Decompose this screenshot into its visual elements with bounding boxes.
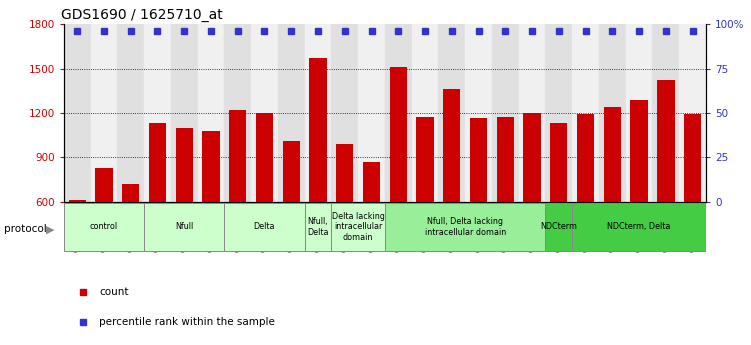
Bar xyxy=(198,24,225,202)
Bar xyxy=(149,124,166,290)
Bar xyxy=(492,24,519,202)
Text: Nfull,
Delta: Nfull, Delta xyxy=(307,217,329,237)
Bar xyxy=(630,100,648,290)
Bar xyxy=(278,24,305,202)
Bar xyxy=(577,114,594,290)
Bar xyxy=(599,24,626,202)
Bar xyxy=(225,24,251,202)
Text: Nfull: Nfull xyxy=(175,222,193,231)
Text: Nfull, Delta lacking
intracellular domain: Nfull, Delta lacking intracellular domai… xyxy=(424,217,505,237)
Bar xyxy=(604,107,621,290)
Bar xyxy=(282,141,300,290)
Bar xyxy=(331,24,358,202)
Bar xyxy=(523,113,541,290)
Bar xyxy=(679,24,706,202)
Bar xyxy=(331,203,385,251)
Text: NDCterm, Delta: NDCterm, Delta xyxy=(608,222,671,231)
Bar xyxy=(684,115,701,290)
Bar xyxy=(443,89,460,290)
Text: protocol: protocol xyxy=(4,225,47,234)
Bar xyxy=(202,131,220,290)
Bar xyxy=(545,24,572,202)
Text: percentile rank within the sample: percentile rank within the sample xyxy=(99,317,275,327)
Bar xyxy=(229,110,246,290)
Bar xyxy=(305,203,331,251)
Bar xyxy=(64,203,144,251)
Bar xyxy=(550,124,568,290)
Text: Delta lacking
intracellular
domain: Delta lacking intracellular domain xyxy=(332,212,385,242)
Bar xyxy=(144,203,225,251)
Bar xyxy=(251,24,278,202)
Bar xyxy=(68,200,86,290)
Bar xyxy=(144,24,170,202)
Text: control: control xyxy=(90,222,118,231)
Bar xyxy=(385,24,412,202)
Text: NDCterm: NDCterm xyxy=(540,222,578,231)
Bar xyxy=(336,144,354,290)
Bar xyxy=(171,24,198,202)
Text: GDS1690 / 1625710_at: GDS1690 / 1625710_at xyxy=(61,8,222,22)
Bar xyxy=(470,118,487,290)
Bar xyxy=(309,58,327,290)
Bar xyxy=(385,203,545,251)
Bar xyxy=(363,162,380,290)
Text: ▶: ▶ xyxy=(46,225,54,234)
Bar xyxy=(439,24,465,202)
Text: count: count xyxy=(99,287,128,297)
Bar xyxy=(256,113,273,290)
Bar xyxy=(657,80,674,290)
Bar xyxy=(176,128,193,290)
Bar xyxy=(572,24,599,202)
Bar xyxy=(95,168,113,290)
Bar xyxy=(519,24,545,202)
Bar xyxy=(496,117,514,290)
Bar xyxy=(122,184,140,290)
Bar xyxy=(465,24,492,202)
Bar xyxy=(358,24,385,202)
Bar xyxy=(305,24,331,202)
Bar xyxy=(653,24,679,202)
Bar xyxy=(390,67,407,290)
Bar xyxy=(416,117,434,290)
Bar xyxy=(572,203,706,251)
Bar xyxy=(117,24,144,202)
Bar xyxy=(626,24,653,202)
Bar xyxy=(545,203,572,251)
Text: Delta: Delta xyxy=(254,222,276,231)
Bar xyxy=(412,24,439,202)
Bar xyxy=(64,24,91,202)
Bar xyxy=(225,203,305,251)
Bar xyxy=(91,24,117,202)
